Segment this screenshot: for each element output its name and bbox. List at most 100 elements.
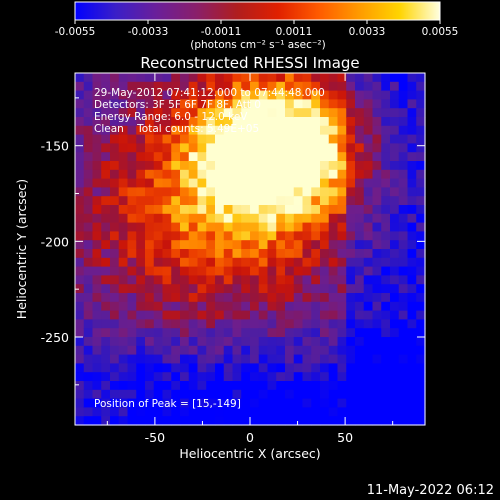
heatmap-cell (346, 143, 356, 153)
heatmap-cell (337, 301, 347, 312)
heatmap-cell (372, 196, 382, 206)
heatmap-cell (118, 99, 129, 109)
heatmap-cell (293, 293, 304, 303)
heatmap-cell (215, 301, 225, 312)
heatmap-cell (162, 319, 172, 329)
heatmap-cell (223, 398, 234, 408)
heatmap-cell (118, 249, 129, 259)
heatmap-cell (83, 213, 94, 224)
heatmap-cell (153, 416, 164, 426)
heatmap-cell (363, 319, 374, 329)
heatmap-cell (232, 407, 242, 417)
heatmap-cell (390, 257, 400, 268)
heatmap-cell (162, 257, 172, 268)
heatmap-cell (206, 257, 216, 268)
heatmap-cell (145, 125, 155, 136)
heatmap-cell (285, 345, 295, 356)
heatmap-cell (75, 213, 85, 224)
heatmap-cell (276, 169, 286, 180)
heatmap-cell (363, 81, 374, 92)
heatmap-cell (197, 231, 207, 241)
heatmap-cell (416, 134, 426, 144)
heatmap-cell (293, 363, 304, 373)
heatmap-cell (136, 407, 146, 417)
heatmap-cell (188, 249, 199, 259)
heatmap-cell (258, 310, 269, 320)
heatmap-cell (136, 231, 146, 241)
heatmap-cell (363, 213, 374, 224)
heatmap-cell (171, 169, 181, 180)
heatmap-cell (302, 99, 312, 109)
x-tick-label: 50 (337, 430, 353, 445)
heatmap-cell (197, 266, 207, 276)
heatmap-cell (241, 90, 251, 100)
heatmap-cell (241, 416, 251, 426)
heatmap-cell (320, 152, 330, 162)
heatmap-cell (258, 416, 269, 426)
heatmap-cell (363, 222, 374, 232)
heatmap-cell (127, 222, 137, 232)
heatmap-cell (118, 284, 129, 294)
heatmap-cell (215, 398, 225, 408)
heatmap-cell (320, 372, 330, 382)
heatmap-cell (285, 73, 295, 83)
heatmap-cell (75, 73, 85, 83)
heatmap-cell (92, 125, 102, 136)
heatmap-cell (145, 99, 155, 109)
heatmap-cell (232, 284, 242, 294)
heatmap-cell (127, 266, 137, 276)
heatmap-cell (267, 108, 277, 118)
heatmap-cell (320, 178, 330, 188)
heatmap-cell (267, 178, 277, 188)
heatmap-cell (311, 99, 321, 109)
heatmap-cell (293, 354, 304, 364)
heatmap-cell (83, 275, 94, 285)
heatmap-cell (276, 363, 286, 373)
heatmap-cell (250, 169, 260, 180)
colorbar-ticks: -0.0055 -0.0033 -0.0011 0.0011 0.0033 0.0055 (55, 20, 458, 38)
heatmap-cell (390, 81, 400, 92)
heatmap-cell (197, 319, 207, 329)
heatmap-cell (346, 363, 356, 373)
heatmap-cell (407, 99, 417, 109)
heatmap-cell (311, 257, 321, 268)
heatmap-cell (293, 108, 304, 118)
heatmap-cell (285, 240, 295, 250)
heatmap-cell (407, 73, 417, 83)
heatmap-cell (118, 389, 129, 400)
heatmap-cell (267, 187, 277, 197)
heatmap-cell (337, 205, 347, 215)
heatmap-cell (241, 117, 251, 127)
heatmap-cell (83, 328, 94, 338)
heatmap-cell (83, 178, 94, 188)
heatmap-cell (153, 90, 164, 100)
heatmap-cell (346, 169, 356, 180)
heatmap-cell (398, 73, 409, 83)
heatmap-cell (241, 205, 251, 215)
heatmap-cell (407, 178, 417, 188)
heatmap-cell (267, 169, 277, 180)
heatmap-cell (416, 293, 426, 303)
heatmap-cell (118, 363, 129, 373)
heatmap-cell (363, 293, 374, 303)
heatmap-cell (188, 81, 199, 92)
heatmap-cell (311, 187, 321, 197)
heatmap-cell (83, 389, 94, 400)
heatmap-cell (285, 152, 295, 162)
heatmap-cell (320, 143, 330, 153)
heatmap-cell (232, 372, 242, 382)
heatmap-cell (145, 337, 155, 347)
heatmap-cell (206, 117, 216, 127)
heatmap-cell (110, 125, 120, 136)
heatmap-cell (320, 275, 330, 285)
heatmap-cell (215, 372, 225, 382)
heatmap-cell (162, 345, 172, 356)
heatmap-cell (188, 187, 199, 197)
heatmap-cell (416, 99, 426, 109)
heatmap-cell (276, 73, 286, 83)
heatmap-cell (390, 187, 400, 197)
heatmap-cell (110, 213, 120, 224)
heatmap-cell (215, 275, 225, 285)
heatmap-cell (171, 178, 181, 188)
heatmap-cell (328, 372, 339, 382)
